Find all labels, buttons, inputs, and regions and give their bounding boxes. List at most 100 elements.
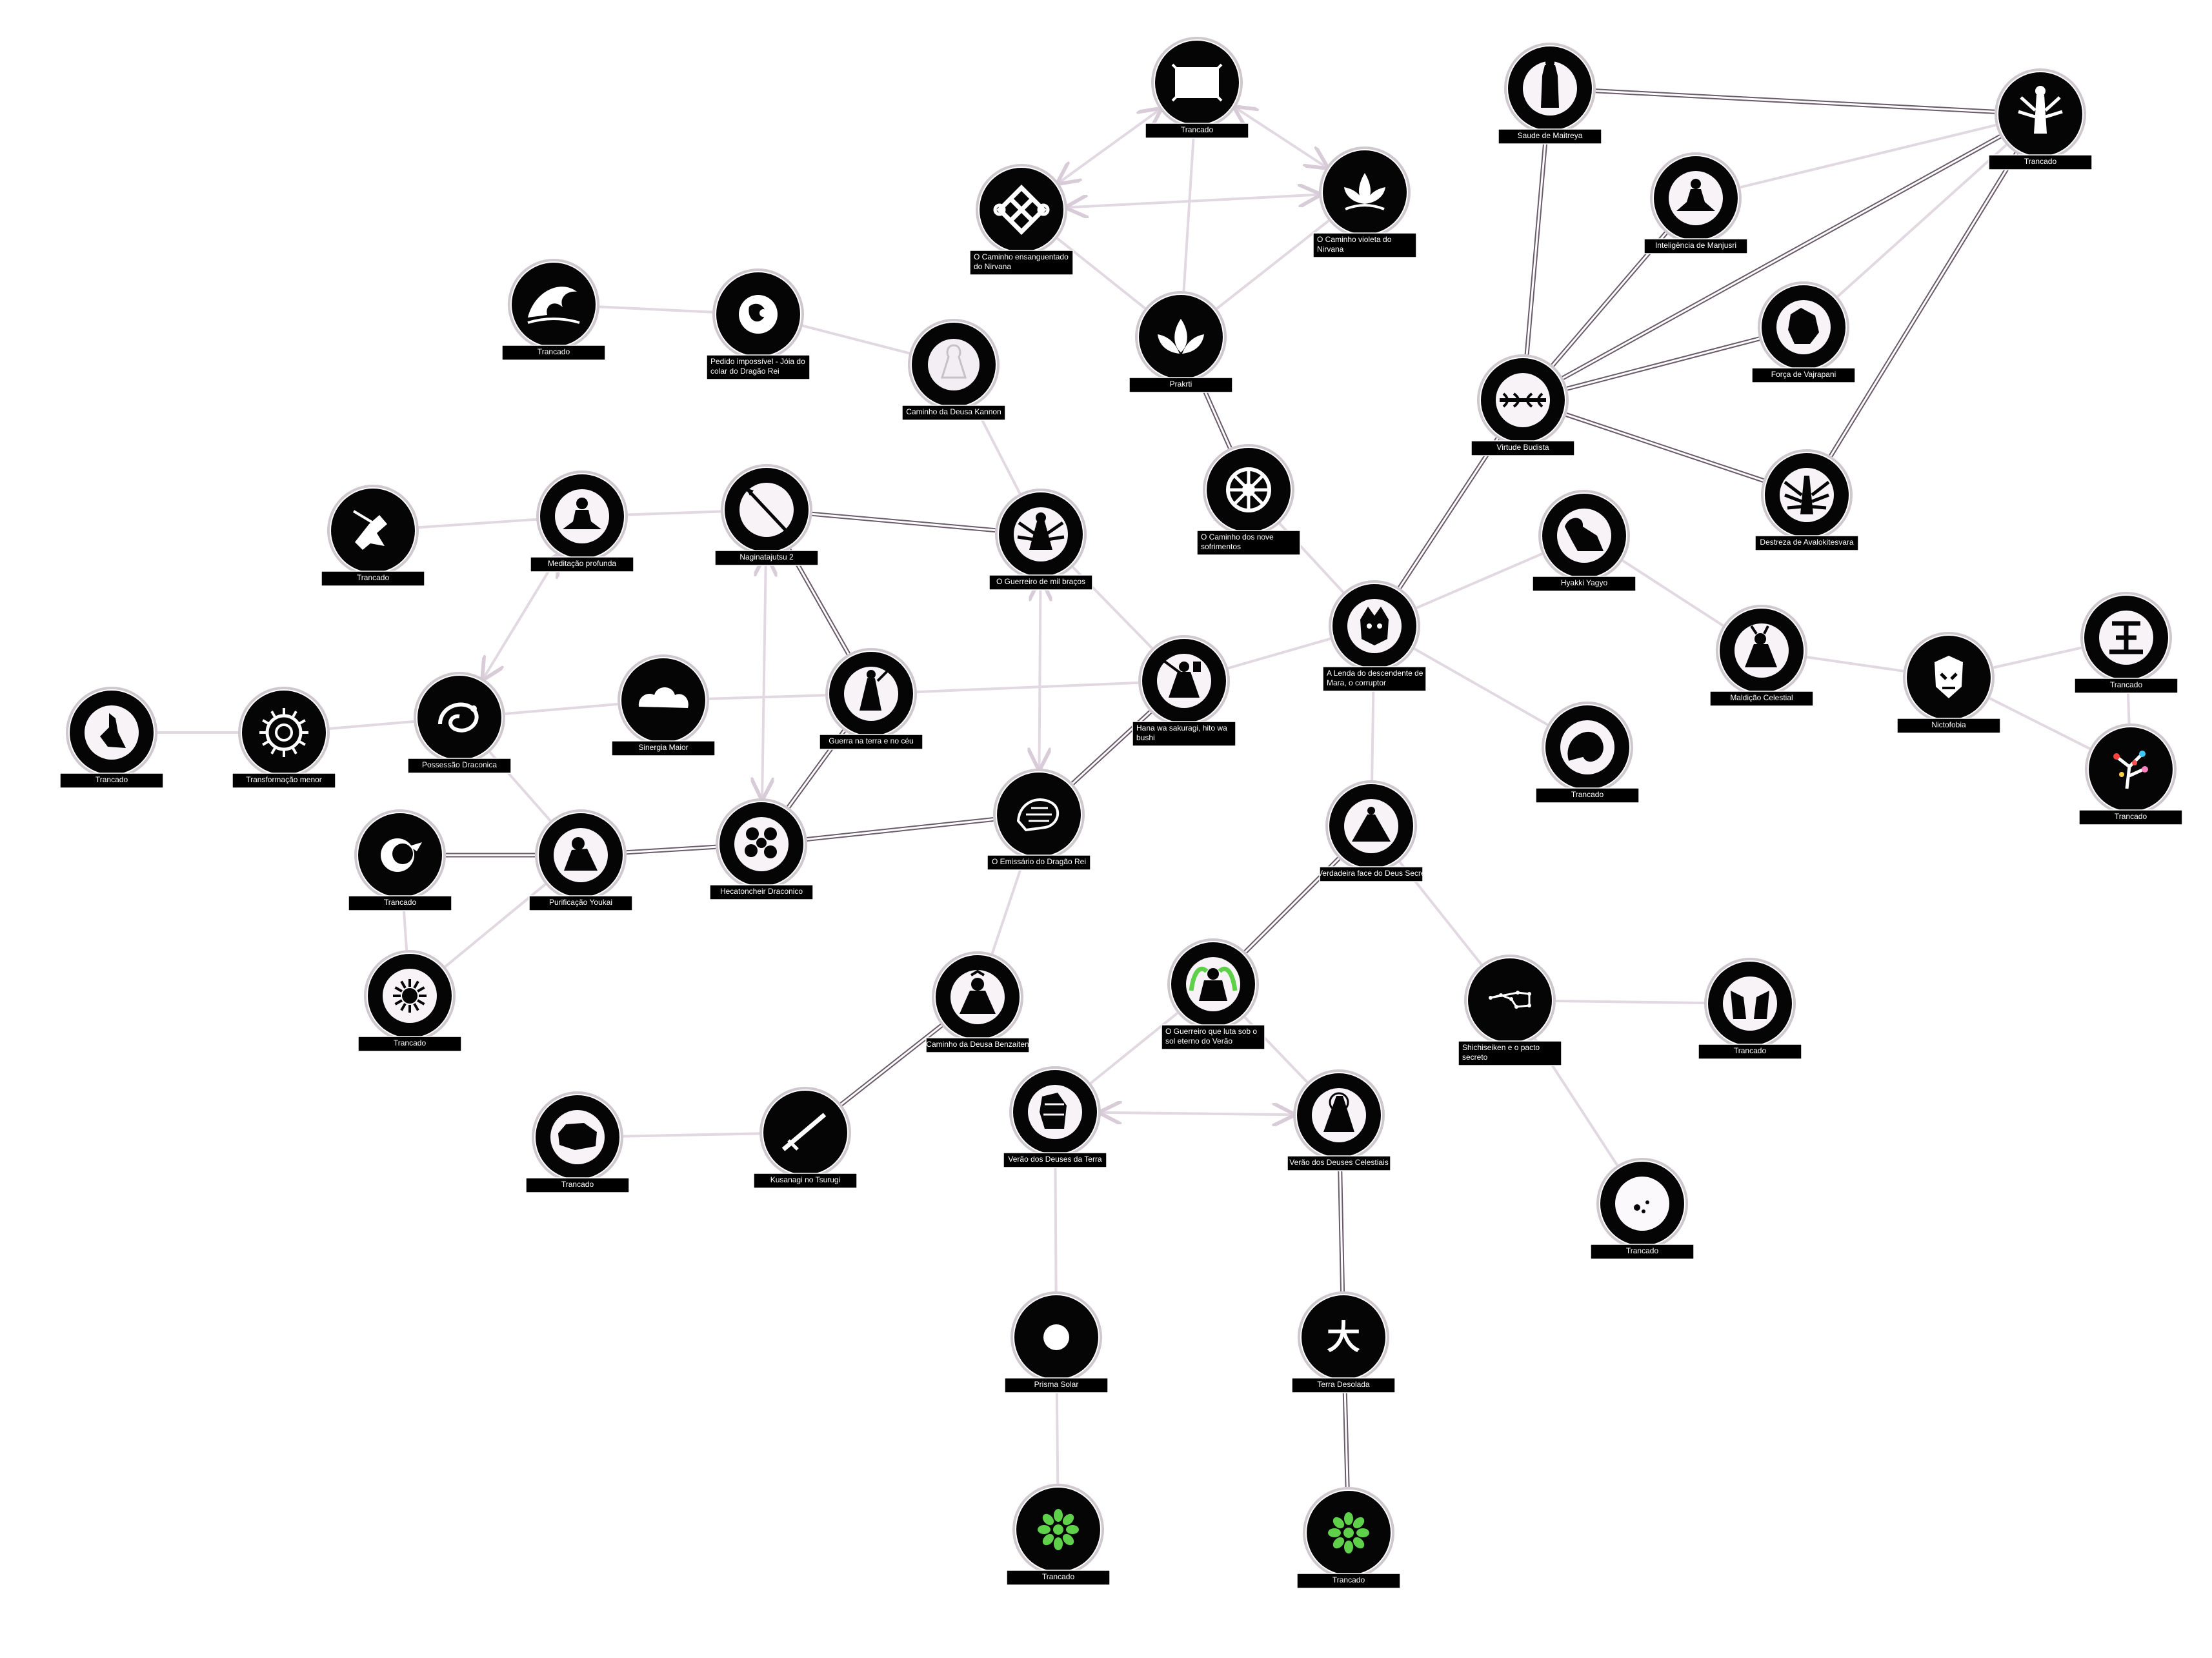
skill-node-n18[interactable]: O Guerreiro de mil braços [989,489,1093,591]
benzaiten-icon [950,969,1005,1024]
skill-label-line: Saude de Maitreya [1518,131,1583,140]
skill-node-n38[interactable]: Caminho da Deusa Benzaiten [925,951,1030,1053]
edge-n15-n16 [418,518,537,529]
skill-label: Trancado [1590,1244,1694,1260]
skill-label-line: Trancado [2115,812,2147,821]
secret-god-icon [1344,799,1398,853]
skill-node-n36[interactable]: A Verdadeira face do Deus Secreto [1311,780,1432,882]
skill-label: Verão dos Deuses Celestiais [1287,1155,1391,1171]
skill-node-n10[interactable]: Trancado [1988,68,2093,170]
skill-label: Trancado [2078,809,2183,825]
skill-node-n46[interactable]: Trancado [1590,1158,1694,1260]
skill-node-n16[interactable]: Meditação profunda [530,470,634,572]
skill-node-n21[interactable]: Maldição Celestial [1709,605,1814,707]
skill-node-n48[interactable]: 大 Terra Desolada [1291,1291,1396,1393]
skill-label-line: Nirvana [1317,245,1344,254]
skill-node-n20[interactable]: Hyakki Yagyo [1532,490,1636,592]
blossom-branch-icon [2113,751,2148,789]
skill-node-n35[interactable]: O Emissário do Dragão Rei [987,769,1091,871]
skill-node-n32[interactable]: Trancado [348,809,452,911]
twin-figures-icon [1723,976,1777,1031]
endless-knot-icon [993,185,1050,235]
skill-node-n9[interactable]: Saude de Maitreya [1498,43,1602,145]
svg-text:大: 大 [1327,1319,1360,1357]
skill-label-line: Trancado [1571,790,1604,799]
skill-node-n12[interactable]: Força de Vajrapani [1751,281,1856,383]
skill-label-line: A Lenda do descendente de [1327,669,1423,678]
skill-node-n22[interactable]: Nictofobia [1896,632,2001,734]
skill-node-n1[interactable]: Trancado [1145,37,1249,139]
edge-n45-n48 [1337,1160,1345,1292]
skill-node-n49[interactable]: Trancado [1006,1484,1111,1586]
skill-label: Verão dos Deuses da Terra [1003,1152,1107,1168]
skill-node-n24[interactable]: Trancado [2078,723,2183,825]
skill-label-line: Guerra na terra e no céu [829,736,913,745]
skill-label-line: Trancado [538,347,570,356]
skill-node-n34[interactable]: Hecatoncheir Draconico [709,798,814,900]
sun-star-icon [383,969,437,1023]
edge-n3-n4 [1216,219,1330,310]
skill-label-line: Caminho da Deusa Kannon [906,407,1001,416]
skill-label: Maldição Celestial [1709,691,1814,707]
skill-label: A Verdadeira face do Deus Secreto [1311,866,1432,882]
skill-label: Hyakki Yagyo [1532,576,1636,592]
skill-label-line: Kusanagi no Tsurugi [770,1175,841,1184]
lotus-silhouette-icon [1158,319,1204,354]
skill-node-n47[interactable]: Prisma Solar [1004,1291,1109,1393]
skill-label: Nictofobia [1896,718,2001,734]
edge-n13-n10 [1562,134,2002,380]
skill-node-n25[interactable]: Trancado [59,687,164,789]
scroll-icon [1171,63,1223,102]
skill-label-line: secreto [1462,1053,1488,1062]
hyakki-yagyo-icon [1557,509,1611,563]
skill-node-n50[interactable]: Trancado [1296,1487,1401,1589]
skill-label-line: do Nirvana [974,262,1011,271]
skill-node-n4[interactable]: Prakrti [1129,291,1233,393]
skill-node-n44[interactable]: Verão dos Deuses da Terra [1003,1066,1107,1168]
skill-node-n23[interactable]: Trancado [2074,592,2178,694]
edge-n11-n10 [1740,123,1996,189]
skill-node-n11[interactable]: Inteligência de Manjusri [1644,152,1748,254]
skill-node-n26[interactable]: Transformação menor [232,687,336,789]
edge-n40-n41 [1555,999,1705,1005]
skill-node-n43[interactable]: Kusanagi no Tsurugi [753,1087,858,1189]
edge-n26-n27 [329,720,414,731]
dragon-coil-icon [438,702,479,733]
skill-node-n42[interactable]: Trancado [525,1091,630,1193]
great-wave-icon [527,287,580,324]
skill-label: Trancado [501,345,606,361]
skill-node-n31[interactable]: Trancado [1535,702,1640,804]
skill-node-n14[interactable]: Destreza de Avalokitesvara [1755,449,1859,551]
stone-icon [550,1110,605,1164]
skill-node-n5[interactable]: Trancado [501,259,606,361]
skill-node-n33[interactable]: Purificação Youkai [528,809,633,911]
skill-label-line: Maldição Celestial [1730,693,1793,702]
skill-node-n7[interactable]: Caminho da Deusa Kannon [901,319,1006,421]
skill-node-n13[interactable]: Virtude Budista [1471,354,1575,456]
skill-node-n29[interactable]: Guerra na terra e no céu [819,648,923,750]
skill-node-n15[interactable]: Trancado [321,485,425,587]
skill-node-n37[interactable]: Trancado [357,950,462,1052]
skill-node-n45[interactable]: Verão dos Deuses Celestiais [1287,1069,1391,1171]
skill-node-n27[interactable]: Possessão Draconica [407,672,512,774]
skill-label: Prisma Solar [1004,1377,1109,1393]
skill-node-n28[interactable]: Sinergia Maior [611,654,716,756]
skill-node-n41[interactable]: Trancado [1698,958,1802,1060]
skill-node-n17[interactable]: Naginatajutsu 2 [714,464,819,566]
skill-label-line: sol eterno do Verão [1165,1036,1232,1046]
edge-n12-n10 [1836,143,2007,298]
edge-n47-n49 [1055,1382,1060,1484]
skill-label: Trancado [1145,123,1249,139]
skill-label: Trancado [1698,1044,1802,1060]
